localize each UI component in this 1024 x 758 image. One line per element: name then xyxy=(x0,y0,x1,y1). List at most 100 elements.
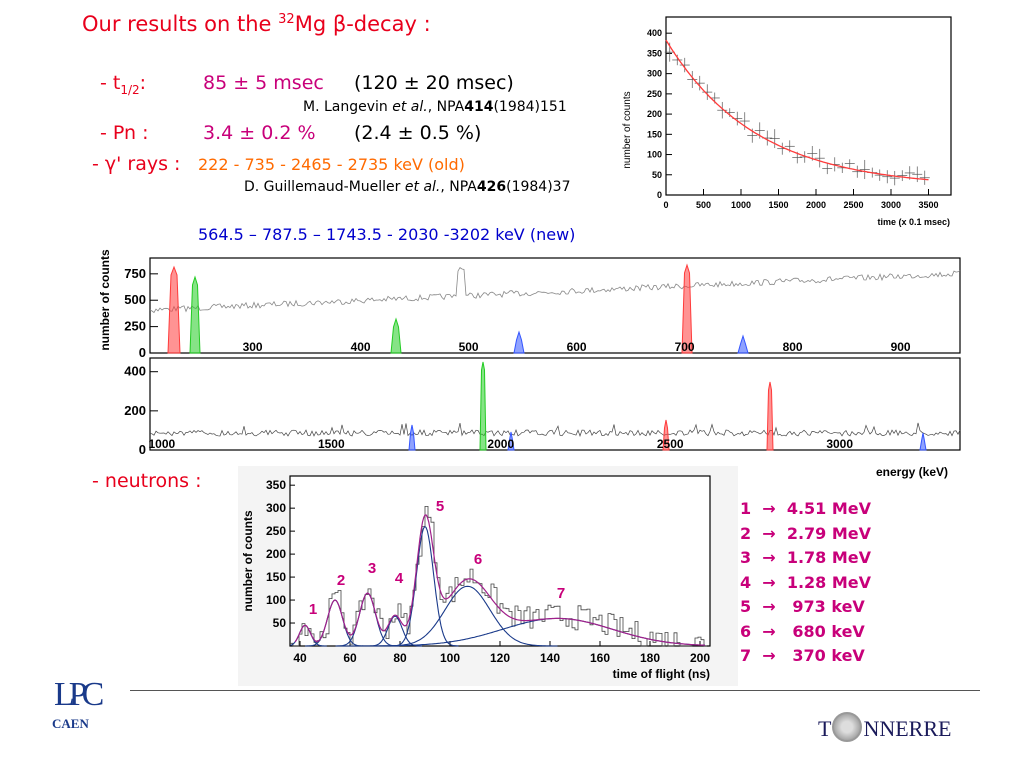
gamma-top-ytick: 750 xyxy=(124,266,146,281)
gamma-bottom-xtick: 2500 xyxy=(657,437,684,451)
decay-plot-frame xyxy=(665,16,952,196)
neutron-xtick: 100 xyxy=(440,651,460,665)
decay-xtick: 2500 xyxy=(843,200,863,210)
decay-ytick: 250 xyxy=(647,89,662,99)
pn-value: 3.4 ± 0.2 % xyxy=(203,122,316,144)
neutrons-label: - neutrons : xyxy=(92,470,202,492)
decay-ytick: 0 xyxy=(657,190,662,200)
gamma-bottom-ytick: 200 xyxy=(124,403,146,418)
gamma-top-xtick: 300 xyxy=(243,340,263,354)
footer-divider xyxy=(130,690,980,691)
gamma-label: - γ' rays : xyxy=(92,153,181,175)
energy-row-7: 7 → 370 keV xyxy=(740,646,865,665)
neutron-xtick: 200 xyxy=(690,651,710,665)
decay-ytick: 50 xyxy=(652,170,662,180)
neutron-xtick: 180 xyxy=(640,651,660,665)
energy-row-5: 5 → 973 keV xyxy=(740,597,865,616)
neutron-ytick: 100 xyxy=(266,593,286,607)
gamma-top-xtick: 600 xyxy=(567,340,587,354)
gamma-bottom-xtick: 1000 xyxy=(149,437,176,451)
halflife-reference: M. Langevin et al., NPA414(1984)151 xyxy=(303,99,567,115)
decay-ytick: 400 xyxy=(647,28,662,38)
gamma-peak xyxy=(167,265,181,354)
gamma-bottom-xtick: 2000 xyxy=(487,437,514,451)
gamma-spectrum-top-frame xyxy=(149,257,961,354)
tonnerre-detector-icon xyxy=(832,712,863,742)
gamma-top-xtick: 700 xyxy=(675,340,695,354)
neutron-plot-ylabel: number of counts xyxy=(241,510,255,612)
decay-ytick: 200 xyxy=(647,109,662,119)
gamma-spectrum-top-trace xyxy=(149,267,961,314)
neutron-xtick: 60 xyxy=(343,651,357,665)
decay-plot-xlabel: time (x 0.1 msec) xyxy=(877,217,950,227)
gamma-peak xyxy=(766,381,774,451)
neutron-peak-label: 1 xyxy=(309,601,317,618)
decay-curve-plot: number of counts 400 350 300 250 200 150 100 50… xyxy=(622,16,952,227)
decay-ytick: 100 xyxy=(647,150,662,160)
gamma-top-ytick: 0 xyxy=(139,345,146,360)
gamma-top-xtick: 400 xyxy=(351,340,371,354)
lpc-caen-logo: LPC CAEN xyxy=(52,676,104,731)
decay-xtick: 0 xyxy=(663,200,668,210)
decay-plot-ylabel: number of counts xyxy=(622,91,633,168)
gamma-top-xtick: 800 xyxy=(783,340,803,354)
gamma-bottom-xtick: 3000 xyxy=(826,437,853,451)
energy-row-4: 4 → 1.28 MeV xyxy=(740,572,872,592)
gamma-peak xyxy=(507,431,515,451)
energy-row-1: 1 → 4.51 MeV xyxy=(740,499,872,518)
gamma-top-ytick: 500 xyxy=(124,292,146,307)
neutron-ytick: 150 xyxy=(266,570,286,584)
gamma-peak xyxy=(681,263,693,354)
neutron-histogram xyxy=(290,506,707,647)
gamma-spectrum-ylabel: number of counts xyxy=(98,249,112,351)
gamma-peak xyxy=(408,424,416,451)
decay-fit-curve xyxy=(665,39,929,181)
gamma-spectrum-bottom-trace xyxy=(149,422,961,437)
decay-xtick: 3500 xyxy=(918,200,938,210)
neutron-plot-xlabel: time of flight (ns) xyxy=(613,667,710,681)
neutron-xtick: 140 xyxy=(540,651,560,665)
gamma-peak xyxy=(513,330,525,354)
gamma-peak xyxy=(189,275,201,354)
decay-ytick: 350 xyxy=(647,48,662,58)
decay-xtick: 500 xyxy=(696,200,711,210)
neutron-ytick: 200 xyxy=(266,547,286,561)
gamma-old-lines: 222 - 735 - 2465 - 2735 keV (old) xyxy=(198,155,465,174)
page-title: Our results on the 32Mg β-decay : xyxy=(82,12,431,36)
neutron-plot-frame xyxy=(289,475,711,647)
tonnerre-logo: T NNERRE xyxy=(818,712,951,742)
gamma-top-ytick: 250 xyxy=(124,319,146,334)
decay-ytick: 150 xyxy=(647,129,662,139)
neutron-peak-label: 6 xyxy=(474,551,482,568)
neutron-xtick: 80 xyxy=(393,651,407,665)
neutron-xtick: 40 xyxy=(293,651,307,665)
decay-xtick: 3000 xyxy=(881,200,901,210)
neutron-tof-plot: number of counts 350 300 250 200 150 100 50 40… xyxy=(238,466,738,686)
halflife-previous: (120 ± 20 msec) xyxy=(354,72,514,94)
decay-ytick: 300 xyxy=(647,69,662,79)
neutron-gaussian-fit xyxy=(377,585,558,647)
neutron-energy-list: 1 → 4.51 MeV 2 → 2.79 MeV 3 → 1.78 MeV 4… xyxy=(740,497,871,669)
neutron-peak-label: 5 xyxy=(436,498,444,515)
gamma-new-lines: 564.5 – 787.5 – 1743.5 - 2030 -3202 keV … xyxy=(198,225,576,244)
neutron-peak-label: 3 xyxy=(368,560,376,577)
gamma-top-xtick: 900 xyxy=(891,340,911,354)
neutron-ytick: 250 xyxy=(266,524,286,538)
pn-label: - Pn : xyxy=(100,122,149,144)
decay-xtick: 1000 xyxy=(731,200,751,210)
gamma-peak xyxy=(479,361,487,451)
neutron-xtick: 120 xyxy=(490,651,510,665)
gamma-reference: D. Guillemaud-Mueller et al., NPA426(198… xyxy=(244,179,571,195)
gamma-bottom-ytick: 400 xyxy=(124,364,146,379)
neutron-sum-fit xyxy=(294,514,705,646)
halflife-value: 85 ± 5 msec xyxy=(203,72,324,94)
neutron-ytick: 350 xyxy=(266,478,286,492)
neutron-peak-label: 2 xyxy=(337,572,345,589)
gamma-peak xyxy=(390,317,402,354)
gamma-spectrum-xlabel: energy (keV) xyxy=(876,465,949,479)
gamma-peak xyxy=(662,419,670,451)
energy-row-3: 3 → 1.78 MeV xyxy=(740,548,872,567)
decay-xtick: 2000 xyxy=(806,200,826,210)
gamma-top-xtick: 500 xyxy=(459,340,479,354)
gamma-peak xyxy=(919,432,927,451)
